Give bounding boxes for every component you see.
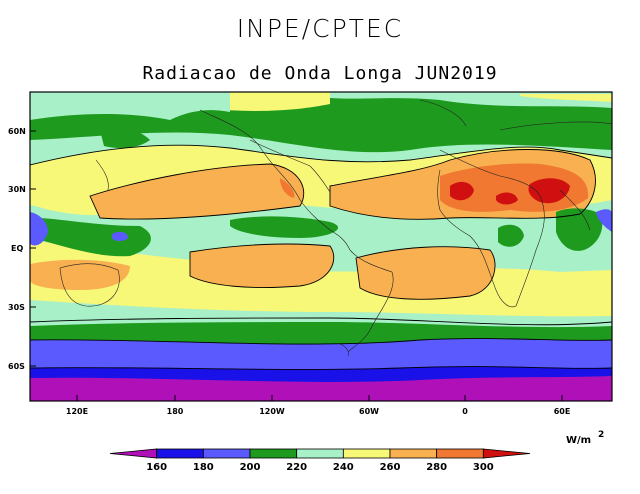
colorbar-swatch [156,448,204,459]
lon-label-0: 0 [462,407,468,416]
map-frame [29,91,613,402]
lon-label-180: 180 [167,407,184,416]
colorbar-level-label: 200 [240,462,261,473]
colorbar-level-label: 160 [146,462,167,473]
satlantic-280 [356,246,496,300]
product-title: INPE/CPTEC [236,14,404,43]
colorbar-swatch [389,448,438,459]
colorbar-swatch [109,448,158,459]
pacific-north-280 [90,164,304,220]
colorbar-level-label: 180 [193,462,214,473]
lon-labels: 120E 180 120W 60W 0 60E [66,407,570,416]
lat-label-60s: 60S [8,362,25,371]
colorbar-swatch [436,448,484,459]
unit-label: W/m [566,435,591,446]
maritime-continent-220 [40,218,151,257]
colorbar-swatch [342,448,391,459]
india-220 [556,208,603,251]
lat-label-30s: 30S [8,303,25,312]
colorbar-swatch [296,448,344,459]
lon-label-60e: 60E [554,407,571,416]
colorbar-swatch [249,448,298,459]
spacific-280 [190,244,334,288]
lon-label-60w: 60W [359,407,379,416]
australia-280 [30,259,130,290]
contour-lines [30,144,612,370]
band-260-south [30,240,612,325]
colorbar-unit: W/m 2 [566,430,604,446]
colorbar-level-label: 260 [380,462,401,473]
colorbar-level-label: 300 [473,462,494,473]
axis-ticks [30,130,563,401]
band-160 [30,376,612,401]
colorbar-level-label: 220 [286,462,307,473]
unit-exponent: 2 [598,430,604,440]
map-title: Radiacao de Onda Longa JUN2019 [142,63,498,84]
lat-label-60n: 60N [8,127,26,136]
itcz [30,205,612,260]
colorbar-level-label: 240 [333,462,354,473]
colorbar-swatch [202,448,251,459]
lat-label-30n: 30N [8,185,26,194]
olr-field [30,92,612,401]
colorbar-level-label: 280 [426,462,447,473]
lon-label-120w: 120W [259,407,285,416]
lat-label-eq: EQ [11,244,23,253]
sahara-300 [450,181,474,201]
coastlines [59,99,612,357]
colorbar-swatch [482,448,531,459]
lat-labels: 60N 30N EQ 30S 60S [8,127,26,371]
lon-label-120e: 120E [66,407,88,416]
colorbar: 160 180 200 220 240 260 280 300 [109,448,531,473]
